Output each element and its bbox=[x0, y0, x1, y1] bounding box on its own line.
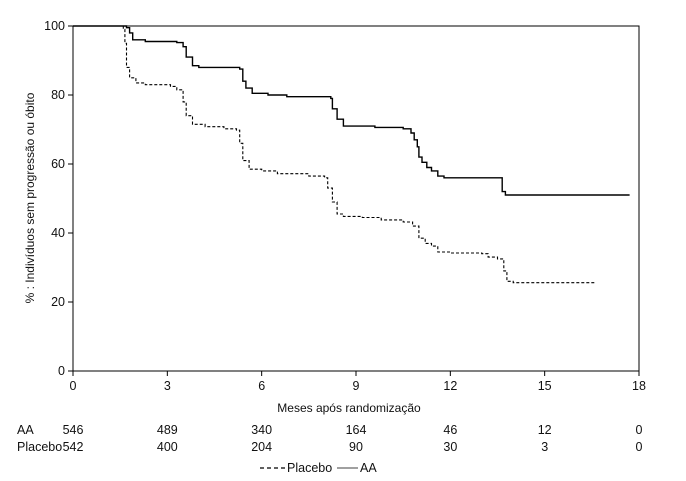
risk-cell: 30 bbox=[443, 440, 457, 454]
legend-label-aa: AA bbox=[360, 461, 377, 475]
legend-label-placebo: Placebo bbox=[287, 461, 332, 475]
x-tick-label: 15 bbox=[538, 379, 552, 393]
y-tick-label: 0 bbox=[58, 364, 65, 378]
x-tick-label: 0 bbox=[70, 379, 77, 393]
y-tick-label: 80 bbox=[51, 88, 65, 102]
y-tick-label: 100 bbox=[44, 19, 65, 33]
risk-cell: 489 bbox=[157, 423, 178, 437]
risk-cell: 46 bbox=[443, 423, 457, 437]
x-tick-label: 6 bbox=[258, 379, 265, 393]
y-tick-label: 60 bbox=[51, 157, 65, 171]
risk-cell: 12 bbox=[538, 423, 552, 437]
risk-cell: 400 bbox=[157, 440, 178, 454]
risk-cell: 546 bbox=[63, 423, 84, 437]
risk-cell: 0 bbox=[636, 423, 643, 437]
risk-cell: 3 bbox=[541, 440, 548, 454]
x-axis: 0 3 6 9 12 15 18 bbox=[70, 371, 646, 393]
x-tick-label: 18 bbox=[632, 379, 646, 393]
legend: Placebo AA bbox=[260, 461, 377, 475]
risk-cell: 204 bbox=[251, 440, 272, 454]
risk-cell: 0 bbox=[636, 440, 643, 454]
risk-row-label: AA bbox=[17, 423, 34, 437]
y-tick-label: 20 bbox=[51, 295, 65, 309]
risk-row-label: Placebo bbox=[17, 440, 62, 454]
y-axis: 0 20 40 60 80 100 bbox=[44, 19, 73, 378]
x-tick-label: 12 bbox=[443, 379, 457, 393]
series-line-aa bbox=[73, 25, 630, 196]
risk-cell: 340 bbox=[251, 423, 272, 437]
x-tick-label: 9 bbox=[353, 379, 360, 393]
x-axis-label: Meses após randomização bbox=[277, 401, 421, 415]
risk-cell: 542 bbox=[63, 440, 84, 454]
risk-cell: 164 bbox=[346, 423, 367, 437]
risk-cell: 90 bbox=[349, 440, 363, 454]
y-axis-label: % : Indivíduos sem progressão ou óbito bbox=[23, 92, 37, 303]
plot-frame bbox=[72, 25, 640, 372]
series-layer bbox=[73, 25, 630, 284]
series-line-placebo bbox=[73, 25, 595, 284]
x-tick-label: 3 bbox=[164, 379, 171, 393]
y-tick-label: 40 bbox=[51, 226, 65, 240]
